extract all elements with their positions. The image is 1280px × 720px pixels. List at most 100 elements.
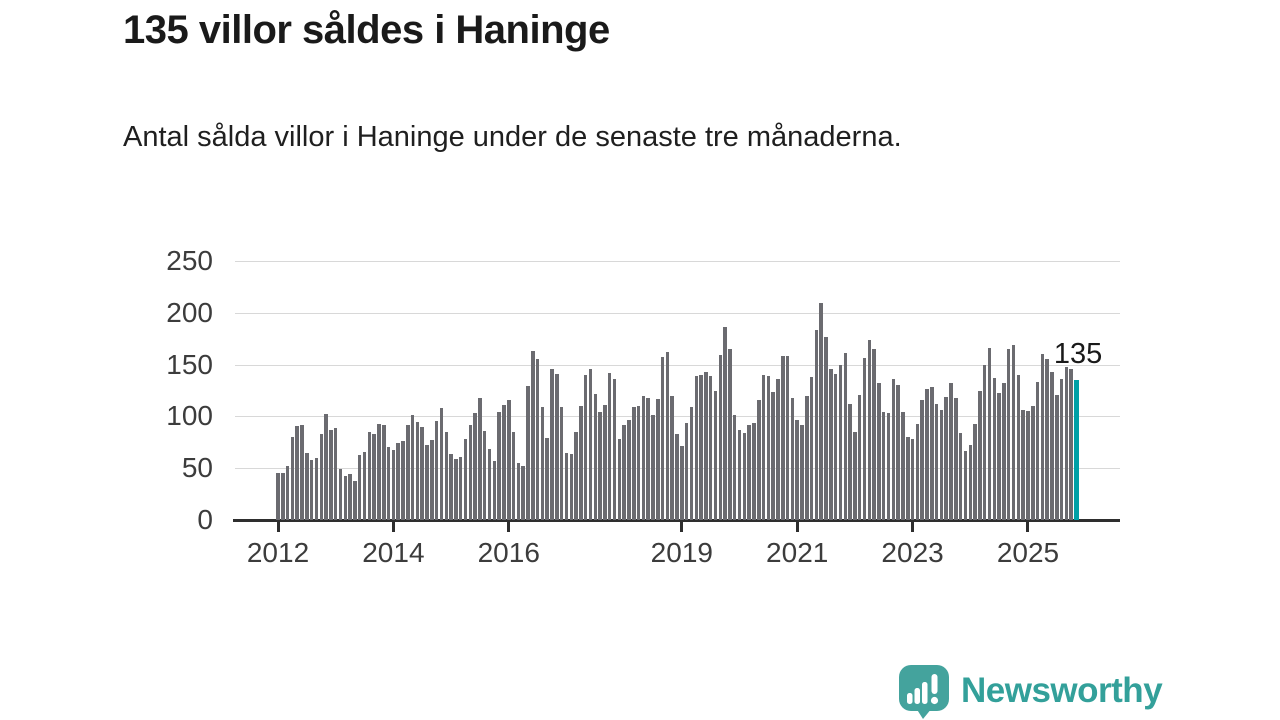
bar: [920, 399, 924, 520]
y-axis-tick-label: 250: [166, 245, 213, 276]
x-axis-tick: [795, 522, 799, 532]
bar: [377, 423, 381, 520]
bar-current-highlight: [1073, 380, 1079, 520]
x-axis-tick: [1026, 522, 1030, 532]
bar: [507, 399, 511, 520]
bar: [973, 423, 977, 520]
bar: [444, 431, 448, 520]
bar: [713, 390, 718, 520]
bar: [805, 395, 809, 520]
bar: [829, 368, 833, 520]
bar: [482, 430, 487, 520]
bar: [800, 424, 804, 520]
y-axis-tick-label: 0: [197, 504, 213, 535]
bar: [415, 421, 420, 520]
bar: [1021, 410, 1025, 520]
bar: [675, 434, 679, 520]
bar: [824, 336, 828, 520]
bar: [521, 466, 525, 520]
bar: [728, 349, 732, 520]
bar: [583, 374, 588, 520]
bar: [463, 439, 468, 520]
bar: [881, 412, 886, 520]
bar: [458, 456, 463, 520]
x-axis-tick-label: 2019: [650, 537, 713, 568]
bar: [559, 407, 564, 520]
bar: [757, 399, 761, 520]
bar: [430, 440, 434, 520]
bar: [382, 424, 386, 520]
bar: [949, 383, 953, 520]
x-axis-tick-label: 2023: [881, 537, 944, 568]
bar: [843, 353, 848, 520]
bar: [819, 303, 823, 520]
bar: [848, 403, 852, 520]
bar: [737, 429, 742, 520]
bar: [607, 372, 612, 520]
bar: [492, 460, 497, 520]
bar: [502, 405, 506, 520]
bar: [449, 453, 453, 520]
x-axis-tick: [391, 522, 395, 532]
bar: [367, 431, 372, 520]
bar: [434, 420, 439, 520]
bar: [785, 356, 790, 520]
bar: [853, 431, 857, 520]
bar: [396, 443, 400, 520]
bar: [1040, 354, 1045, 520]
bar: [689, 407, 694, 520]
bar: [1059, 379, 1064, 520]
bar: [348, 474, 352, 520]
bar: [732, 415, 737, 520]
bar: [761, 374, 766, 520]
gridline-y100: [235, 416, 1120, 418]
bar: [954, 397, 958, 520]
bar: [511, 431, 516, 520]
bar: [535, 359, 540, 520]
bar: [708, 375, 713, 520]
bar: [617, 439, 622, 520]
chart-subtitle: Antal sålda villor i Haninge under de se…: [123, 121, 902, 153]
bar: [771, 391, 775, 520]
bar: [329, 429, 333, 520]
x-axis-tick-label: 2014: [362, 537, 425, 568]
bar: [333, 427, 338, 520]
bar: [603, 405, 607, 520]
bar: [906, 437, 910, 520]
bar: [593, 393, 598, 520]
bar: [838, 364, 843, 520]
bar: [1050, 371, 1054, 520]
bar: [766, 375, 771, 520]
page-title: 135 villor såldes i Haninge: [123, 8, 610, 52]
bar: [579, 406, 583, 520]
bar: [305, 452, 309, 520]
bar: [295, 425, 299, 520]
bar: [478, 397, 482, 520]
bar: [391, 449, 396, 520]
bar: [276, 473, 280, 520]
x-axis-tick: [507, 522, 511, 532]
bar: [1002, 383, 1006, 520]
bar: [545, 438, 549, 520]
bar: [997, 392, 1001, 520]
bar: [627, 419, 631, 520]
gridline-y150: [235, 364, 1120, 366]
bar: [944, 396, 948, 520]
bar: [886, 413, 891, 520]
bar: [968, 445, 973, 520]
bar: [872, 349, 876, 520]
bar: [660, 357, 665, 520]
bar: [963, 450, 968, 520]
bar: [598, 412, 602, 520]
bar: [281, 473, 285, 520]
bar: [353, 480, 357, 520]
bar: [285, 466, 290, 520]
newsworthy-wordmark: Newsworthy: [961, 671, 1163, 710]
bar: [526, 386, 530, 520]
highlight-value-label: 135: [1053, 338, 1103, 371]
bar: [896, 385, 900, 520]
bar: [694, 375, 698, 520]
bar: [1064, 366, 1069, 520]
bar: [338, 469, 343, 520]
x-axis-tick: [276, 522, 280, 532]
